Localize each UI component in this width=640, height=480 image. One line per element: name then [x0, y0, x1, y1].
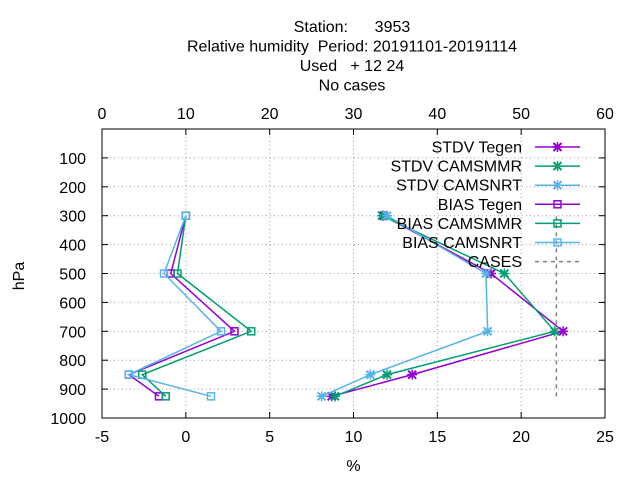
x-tick-label: -5: [95, 429, 109, 446]
data-point: [124, 370, 134, 379]
data-point: [549, 326, 560, 337]
legend-label: STDV CAMSMMR: [390, 159, 522, 176]
data-point: [216, 327, 226, 336]
data-point: [230, 327, 239, 336]
legend-label: STDV Tegen: [432, 140, 522, 157]
legend-marker: [552, 180, 563, 191]
y-tick-label: 200: [59, 180, 86, 197]
data-point: [558, 326, 569, 337]
x-tick-label: 0: [181, 429, 190, 446]
series-stdv-camsnrt: [316, 210, 493, 402]
legend-marker: [553, 238, 562, 247]
y-tick-label: 900: [59, 382, 86, 399]
title-line: Relative humidity Period: 20191101-20191…: [187, 39, 517, 56]
y-tick-label: 600: [59, 295, 86, 312]
data-point: [482, 326, 493, 337]
y-tick-label: 700: [59, 324, 86, 341]
x2-tick-label: 50: [512, 106, 530, 123]
y-tick-label: 500: [59, 267, 86, 284]
data-point: [480, 268, 491, 279]
x-tick-label: 20: [512, 429, 530, 446]
series-line: [140, 215, 253, 397]
data-point: [330, 391, 341, 402]
title-line: Used + 12 24: [300, 58, 405, 75]
y-tick-label: 400: [59, 238, 86, 255]
x2-tick-label: 10: [177, 106, 195, 123]
legend: STDV Tegen STDV CAMSMMR STDV CAMSNRT BIAS T…: [390, 140, 580, 271]
axis-ticks: -5 0 5 10 15 20 25 0 10 20 30 40 50 60 100 200 300 400 500…: [50, 106, 614, 446]
data-point: [173, 269, 182, 278]
x-tick-label: 25: [596, 429, 614, 446]
legend-label: BIAS CAMSNRT: [402, 235, 522, 252]
legend-label: CASES: [468, 254, 522, 271]
legend-label: STDV CAMSNRT: [396, 178, 522, 195]
x-tick-label: 15: [428, 429, 446, 446]
grid: [102, 129, 605, 418]
y-tick-label: 100: [59, 151, 86, 168]
data-point: [365, 369, 376, 380]
data-point: [181, 211, 191, 220]
data-point: [382, 369, 393, 380]
data-point: [159, 269, 169, 278]
series-line: [127, 215, 236, 397]
data-point: [316, 391, 327, 402]
x2-tick-label: 60: [596, 106, 614, 123]
series-group: [124, 210, 569, 402]
data-point: [206, 392, 216, 401]
title-line: Station: 3953: [294, 19, 411, 36]
x2-tick-label: 0: [98, 106, 107, 123]
x-tick-label: 10: [345, 429, 363, 446]
data-point: [382, 210, 393, 221]
legend-marker: [553, 219, 562, 228]
data-point: [161, 392, 170, 401]
data-point: [407, 369, 418, 380]
x-axis-label: %: [346, 458, 360, 475]
y-tick-label: 1000: [50, 411, 86, 428]
legend-label: BIAS Tegen: [438, 197, 522, 214]
series-stdv-camsmmr: [330, 210, 560, 402]
legend-label: BIAS CAMSMMR: [397, 216, 522, 233]
y-tick-label: 300: [59, 209, 86, 226]
x-tick-label: 5: [265, 429, 274, 446]
y-axis-label: hPa: [11, 262, 28, 291]
x2-tick-label: 20: [261, 106, 279, 123]
data-point: [499, 268, 510, 279]
x2-tick-label: 30: [345, 106, 363, 123]
y-tick-label: 800: [59, 353, 86, 370]
series-line: [126, 215, 223, 398]
chart-title: Station: 3953 Relative humidity Period: 2…: [187, 19, 517, 95]
legend-marker: [553, 200, 562, 209]
title-line: No cases: [319, 78, 386, 95]
x2-tick-label: 40: [428, 106, 446, 123]
series-bias-camsnrt: [124, 211, 226, 401]
legend-marker: [552, 142, 563, 152]
legend-marker: [552, 161, 563, 172]
data-point: [246, 327, 256, 336]
